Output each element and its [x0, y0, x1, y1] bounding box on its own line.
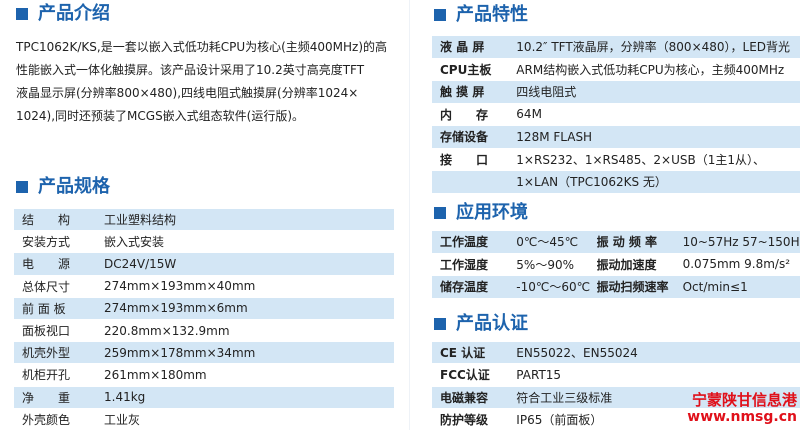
row-label: 安装方式 [22, 235, 71, 250]
section-title: 产品认证 [432, 312, 528, 336]
row-value: 嵌入式安装 [104, 235, 165, 250]
table-row: 防护等级 IP65（前面板） [432, 409, 800, 430]
row-label: 电磁兼容 [440, 390, 489, 405]
table-row: FCC认证 PART15 [432, 364, 800, 385]
row-label: 存储设备 [440, 130, 489, 145]
row-value: 1×RS232、1×RS485、2×USB（1主1从）、 [516, 152, 765, 167]
row-label: 前 面 板 [22, 301, 66, 316]
row-label: 面板视口 [22, 324, 71, 339]
row-value: 128M FLASH [516, 129, 593, 144]
row-value: 四线电阻式 [516, 85, 577, 100]
paragraph-line: 液晶显示屏(分辨率800×480),四线电阻式触摸屏(分辨率1024× [16, 86, 359, 100]
row-value: 0℃～45℃ [516, 235, 579, 250]
section-title: 产品介绍 [14, 2, 110, 26]
row-value: 274mm×193mm×6mm [104, 301, 248, 316]
row-value: 10.2″ TFT液晶屏，分辨率（800×480），LED背光 [516, 40, 791, 55]
row-value: 1×LAN（TPC1062KS 无） [516, 175, 667, 190]
row-label: 总体尺寸 [22, 279, 71, 294]
table-row: 液 晶 屏 10.2″ TFT液晶屏，分辨率（800×480），LED背光 [432, 36, 800, 58]
row-value: ARM结构嵌入式低功耗CPU为核心，主频400MHz [516, 62, 785, 77]
row-value: 10~57Hz 57~150Hz [682, 234, 800, 249]
row-value: 259mm×178mm×34mm [104, 345, 256, 360]
row-value: EN55022、EN55024 [516, 346, 638, 361]
row-value: 工业塑料结构 [104, 213, 177, 228]
table-row: 1×LAN（TPC1062KS 无） [432, 171, 800, 193]
row-value: PART15 [516, 367, 562, 382]
section-title: 应用环境 [432, 201, 528, 225]
row-label: 内 存 [440, 107, 489, 122]
table-row: 存储设备 128M FLASH [432, 126, 800, 148]
row-label: 振动扫频速率 [596, 280, 669, 295]
row-value: 64M [516, 107, 542, 122]
row-label: 机壳外型 [22, 346, 71, 361]
divider [409, 0, 410, 430]
row-label: CE 认证 [440, 346, 486, 361]
table-row: 触 摸 屏 四线电阻式 [432, 81, 800, 103]
row-value: 261mm×180mm [104, 367, 207, 382]
row-label: 净 重 [22, 390, 71, 405]
row-label: 结 构 [22, 213, 71, 228]
table-row: CE 认证 EN55022、EN55024 [432, 342, 800, 364]
row-label: FCC认证 [440, 368, 490, 383]
watermark-url: www.nmsg.cn [687, 409, 797, 425]
row-label: 液 晶 屏 [440, 40, 485, 55]
section-title: 产品规格 [14, 175, 110, 199]
watermark-name: 宁蒙陕甘信息港 [691, 391, 797, 409]
row-label: 工作湿度 [440, 257, 489, 272]
row-label: 触 摸 屏 [440, 85, 485, 100]
row-label: 储存温度 [440, 280, 489, 295]
table-row: 内 存 64M [432, 104, 800, 126]
table-row: 净 重 1.41kg [14, 386, 394, 408]
table-row: 总体尺寸 274mm×193mm×40mm [14, 276, 394, 297]
row-label: 工作温度 [440, 235, 489, 250]
table-row: CPU主板 ARM结构嵌入式低功耗CPU为核心，主频400MHz [432, 59, 800, 81]
table-row: 安装方式 嵌入式安装 [14, 231, 394, 252]
row-label: CPU主板 [440, 62, 492, 77]
table-row: 机壳外型 259mm×178mm×34mm [14, 342, 394, 364]
row-label: 外壳颜色 [22, 412, 71, 427]
table-row: 接 口 1×RS232、1×RS485、2×USB（1主1从）、 [432, 149, 800, 171]
row-label: 电 源 [22, 257, 71, 272]
row-value: 0.075mm 9.8m/s² [682, 257, 791, 272]
table-row: 外壳颜色 工业灰 [14, 409, 394, 430]
row-value: 1.41kg [104, 390, 146, 405]
row-label: 振动加速度 [596, 257, 657, 272]
row-value: -10℃～60℃ [516, 280, 591, 295]
paragraph-line: TPC1062K/KS,是一套以嵌入式低功耗CPU为核心(主频400MHz)的高 [16, 40, 388, 54]
paragraph-line: 性能嵌入式一体化触摸屏。该产品设计采用了10.2英寸高亮度TFT [16, 63, 365, 77]
table-row: 面板视口 220.8mm×132.9mm [14, 320, 394, 341]
row-value: 符合工业三级标准 [516, 390, 613, 405]
section-title: 产品特性 [432, 3, 528, 27]
row-value: DC24V/15W [104, 256, 177, 271]
row-label: 接 口 [440, 152, 489, 167]
table-row: 电 源 DC24V/15W [14, 253, 394, 275]
row-value: Oct/min≤1 [682, 279, 748, 294]
row-value: 工业灰 [104, 412, 141, 427]
table-row: 机柜开孔 261mm×180mm [14, 364, 394, 385]
table-row: 储存温度 -10℃～60℃ 振动扫频速率 Oct/min≤1 [432, 276, 800, 298]
row-label: 振 动 频 率 [596, 235, 658, 250]
table-row: 结 构 工业塑料结构 [14, 209, 394, 231]
row-value: 5%～90% [516, 257, 575, 272]
paragraph-line: 1024),同时还预装了MCGS嵌入式组态软件(运行版)。 [16, 109, 305, 123]
table-row: 工作温度 0℃～45℃ 振 动 频 率 10~57Hz 57~150Hz [432, 231, 800, 253]
table-row: 电磁兼容 符合工业三级标准 [432, 386, 800, 408]
table-row: 工作湿度 5%～90% 振动加速度 0.075mm 9.8m/s² [432, 254, 800, 276]
row-value: IP65（前面板） [516, 413, 603, 428]
row-value: 274mm×193mm×40mm [104, 279, 256, 294]
row-value: 220.8mm×132.9mm [104, 323, 230, 338]
table-row: 前 面 板 274mm×193mm×6mm [14, 297, 394, 319]
row-label: 防护等级 [440, 413, 489, 428]
row-label: 机柜开孔 [22, 368, 71, 383]
